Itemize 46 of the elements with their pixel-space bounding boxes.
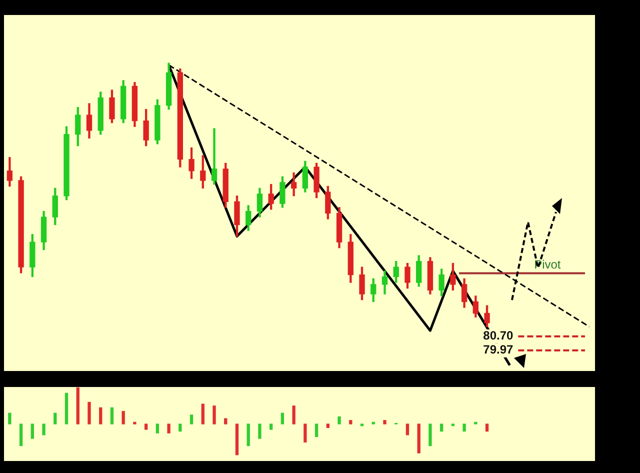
bar: [326, 424, 330, 428]
bar: [167, 424, 170, 434]
bar: [360, 424, 364, 426]
ref-line-label: 80.70: [483, 328, 514, 343]
bar: [156, 424, 160, 434]
bar: [190, 414, 194, 424]
bar: [99, 407, 102, 424]
bar: [224, 418, 228, 424]
bar: [462, 424, 466, 432]
bar: [428, 424, 432, 446]
bar: [212, 406, 216, 424]
bar: [8, 412, 12, 424]
bar: [406, 424, 410, 436]
bar: [349, 420, 352, 424]
bar: [485, 424, 489, 432]
bar: [19, 424, 23, 446]
bar: [372, 422, 375, 424]
bar: [314, 424, 318, 438]
bar: [178, 424, 182, 432]
bar: [383, 420, 386, 424]
bar: [258, 424, 262, 439]
bar: [64, 392, 68, 424]
candlestick: [211, 128, 218, 185]
bar: [280, 412, 284, 424]
bar: [474, 422, 478, 424]
bar: [304, 424, 307, 442]
bar: [133, 422, 136, 424]
bar: [440, 424, 444, 432]
bar: [122, 410, 125, 424]
ref-line-label: Pivot: [534, 258, 562, 272]
bar: [246, 424, 250, 446]
bar: [292, 406, 296, 424]
bar: [417, 424, 420, 454]
bar: [110, 407, 114, 424]
bar: [338, 416, 341, 424]
bar: [144, 424, 148, 430]
bar: [201, 404, 204, 424]
bar: [88, 402, 91, 424]
bar: [30, 424, 34, 439]
bar: [76, 387, 80, 424]
bar: [235, 424, 239, 456]
bar: [54, 412, 57, 424]
bar: [270, 424, 273, 430]
bar: [42, 424, 46, 436]
bar: [451, 424, 455, 426]
ref-line-label: 79.97: [483, 342, 514, 357]
